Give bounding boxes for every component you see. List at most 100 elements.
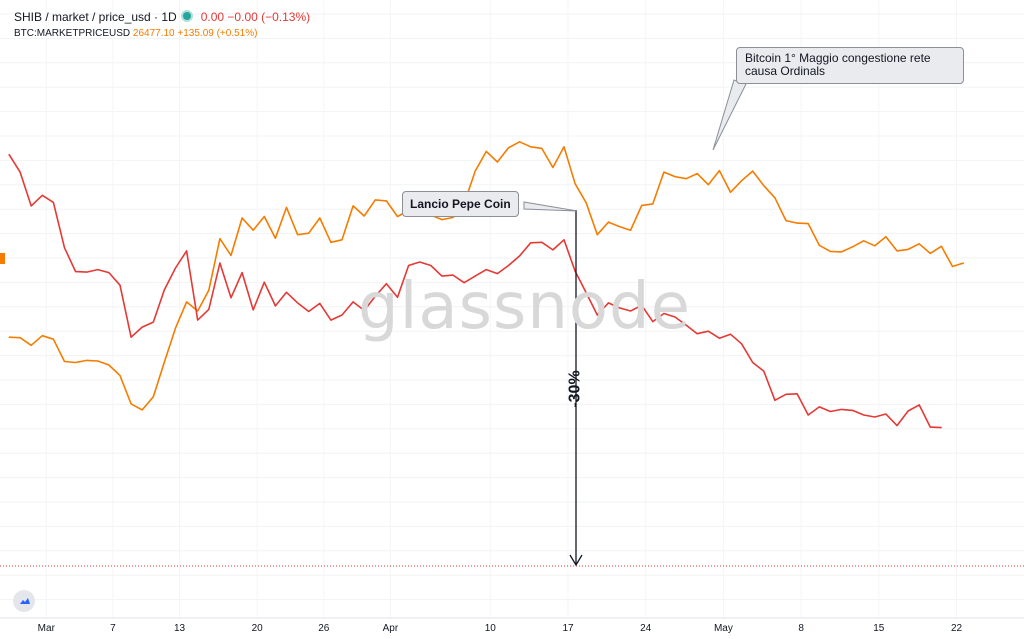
btc-data-point <box>885 236 887 238</box>
btc-data-point <box>41 335 43 337</box>
btc-values: 26477.10 +135.09 (+0.51%) <box>132 28 258 39</box>
x-tick-label: 22 <box>951 623 963 634</box>
shib-data-point <box>41 194 43 196</box>
btc-data-point <box>663 171 665 173</box>
btc-data-point <box>108 364 110 366</box>
btc-data-point <box>286 206 287 208</box>
shib-data-point <box>430 265 432 266</box>
btc-data-point <box>707 184 709 186</box>
shib-data-point <box>641 304 643 306</box>
x-tick-label: 17 <box>562 623 574 634</box>
shib-data-point <box>730 333 731 335</box>
shib-data-point <box>707 330 709 332</box>
shib-data-point <box>607 302 609 304</box>
x-tick-label: 7 <box>110 623 116 634</box>
btc-data-point <box>752 170 754 172</box>
status-dot-icon <box>180 10 193 22</box>
btc-data-point <box>496 161 498 163</box>
shib-data-point <box>274 305 276 307</box>
btc-symbol-label[interactable]: BTC:MARKETPRICEUSD <box>14 28 131 39</box>
tradingview-cloud-icon[interactable] <box>13 590 35 612</box>
drop-arrow-head <box>569 554 583 567</box>
shib-data-point <box>630 310 632 312</box>
btc-data-point <box>186 301 188 303</box>
btc-data-point <box>619 226 620 228</box>
btc-data-point <box>75 362 77 363</box>
shib-data-point <box>241 272 243 274</box>
shib-data-point <box>8 153 10 155</box>
btc-data-point <box>907 248 909 250</box>
shib-data-point <box>97 269 99 271</box>
shib-data-point <box>119 284 121 286</box>
shib-data-point <box>208 308 210 310</box>
shib-data-point <box>52 201 54 203</box>
btc-data-point <box>241 217 243 219</box>
shib-data-point <box>818 406 820 408</box>
shib-data-point <box>297 302 299 304</box>
shib-data-point <box>130 336 132 338</box>
bitcoin-ordinals-callout[interactable]: Bitcoin 1° Maggio congestione rete causa… <box>736 47 964 84</box>
shib-data-point <box>852 409 854 411</box>
btc-data-point <box>352 205 354 207</box>
btc-data-point <box>696 173 698 175</box>
btc-data-point <box>807 223 809 225</box>
btc-data-point <box>308 232 310 234</box>
btc-data-point <box>585 202 587 204</box>
pepe-coin-callout[interactable]: Lancio Pepe Coin <box>402 191 519 217</box>
btc-data-point <box>341 239 343 241</box>
btc-data-point <box>519 141 521 143</box>
shib-data-point <box>252 309 254 311</box>
btc-data-point <box>718 170 720 172</box>
shib-data-point <box>75 271 77 273</box>
btc-data-point <box>8 336 10 338</box>
btc-data-point <box>607 221 609 223</box>
btc-data-point <box>30 344 32 346</box>
shib-data-point <box>363 310 365 311</box>
btc-data-point <box>685 178 687 180</box>
shib-data-point <box>230 297 232 299</box>
shib-data-point <box>685 324 687 326</box>
x-tick-label: 13 <box>174 623 186 634</box>
legend-btc: BTC:MARKETPRICEUSD 26477.10 +135.09 (+0.… <box>14 28 257 39</box>
btc-data-point <box>796 222 798 224</box>
shib-data-point <box>186 250 188 252</box>
btc-data-point <box>563 146 565 148</box>
shib-data-point <box>441 275 443 277</box>
shib-data-point <box>397 296 398 298</box>
btc-data-point <box>397 216 398 217</box>
x-tick-label: 26 <box>318 623 330 634</box>
shib-data-point <box>863 414 865 416</box>
shib-data-point <box>408 265 410 266</box>
symbol-label[interactable]: SHIB / market / price_usd · 1D <box>14 10 177 24</box>
btc-data-point <box>630 229 632 231</box>
btc-data-point <box>852 246 854 248</box>
shib-data-point <box>885 413 887 415</box>
shib-data-point <box>452 274 454 276</box>
glassnode-watermark: glassnode <box>358 270 692 344</box>
btc-data-point <box>19 337 21 339</box>
x-tick-label: 24 <box>640 623 652 634</box>
btc-data-point <box>596 234 598 236</box>
pepe-callout-pointer <box>523 201 578 212</box>
shib-data-point <box>796 393 798 395</box>
shib-data-point <box>496 273 498 275</box>
shib-data-point <box>474 275 476 277</box>
btc-data-point <box>552 167 554 168</box>
btc-data-point <box>152 396 154 398</box>
shib-data-point <box>19 171 21 173</box>
x-tick-label: 15 <box>873 623 885 634</box>
shib-data-point <box>152 321 154 323</box>
shib-data-point <box>741 343 743 345</box>
btc-data-point <box>452 217 454 218</box>
shib-data-point <box>463 282 465 284</box>
shib-data-point <box>918 404 920 406</box>
btc-data-point <box>940 245 942 247</box>
shib-data-point <box>596 314 598 316</box>
btc-data-point <box>818 244 820 246</box>
btc-data-point <box>508 147 509 149</box>
shib-data-point <box>108 272 110 274</box>
btc-data-point <box>641 204 643 206</box>
shib-data-point <box>508 265 509 266</box>
btc-data-point <box>141 409 143 411</box>
